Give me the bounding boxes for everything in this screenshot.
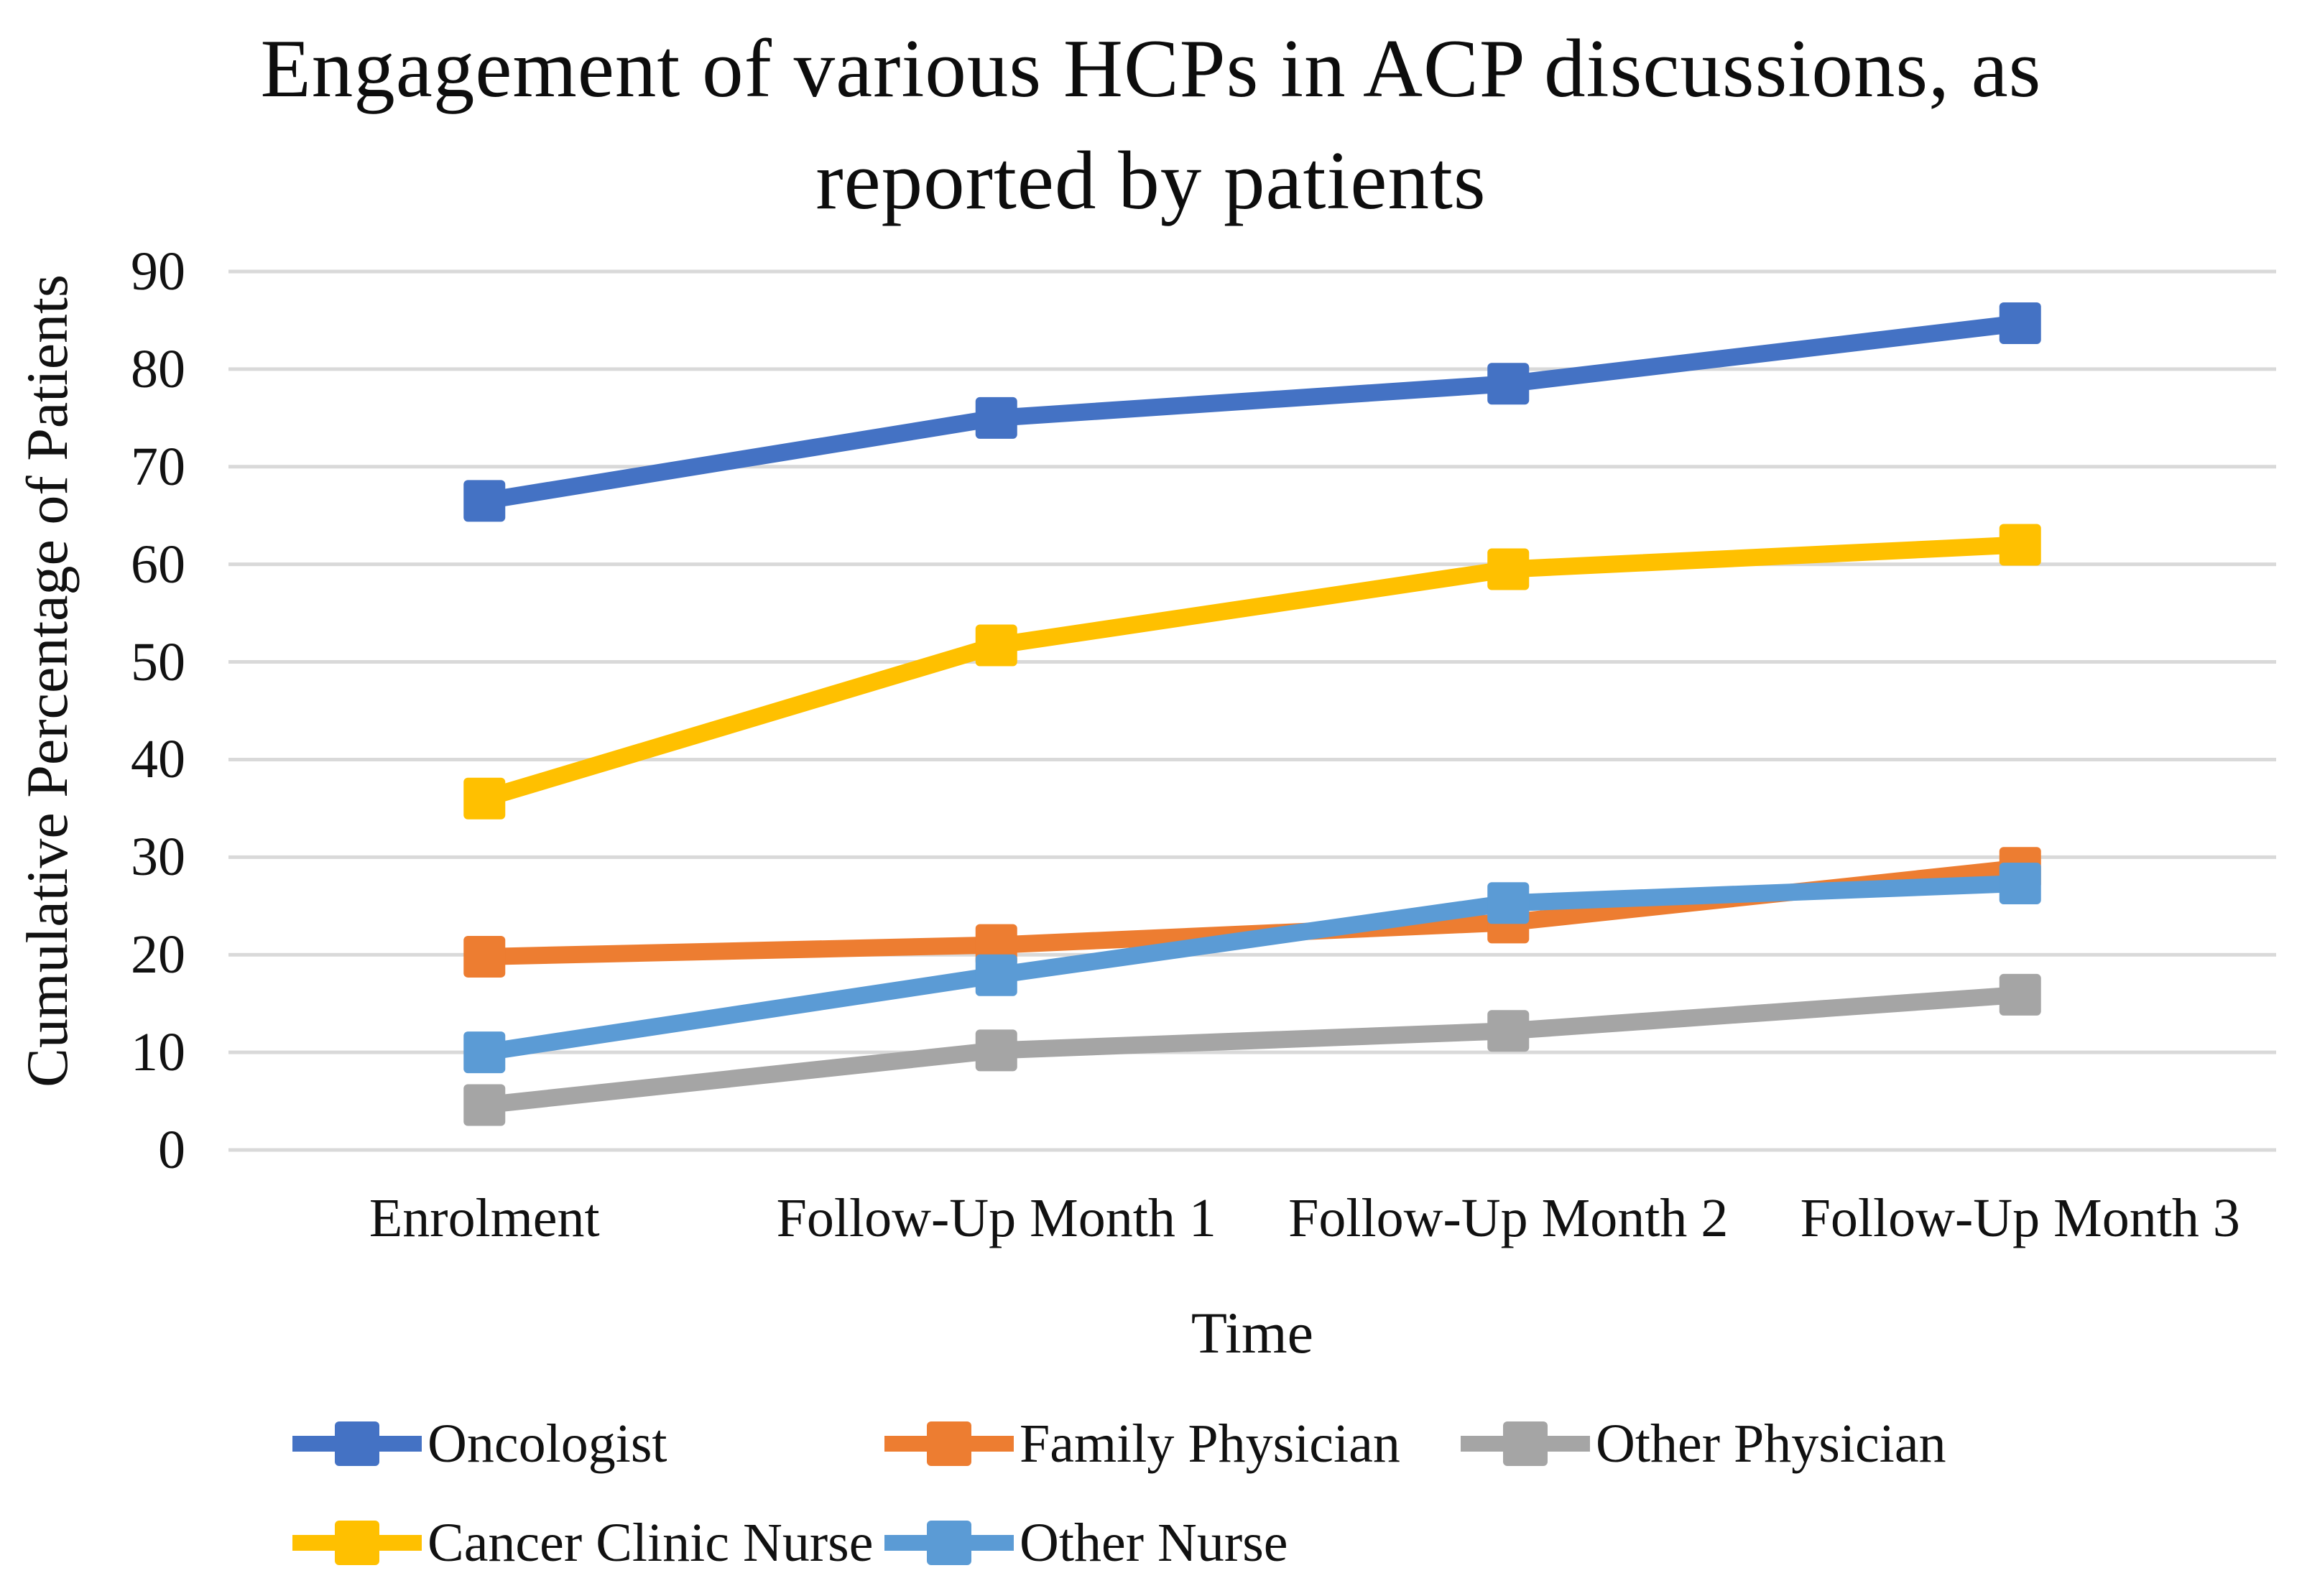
series-cancer-clinic-nurse — [463, 524, 2041, 820]
series-line — [476, 315, 2029, 510]
x-tick-label: Follow-Up Month 3 — [1800, 1188, 2240, 1248]
data-point-marker — [463, 1084, 506, 1126]
data-point-marker — [1999, 302, 2041, 345]
data-point-marker — [463, 480, 506, 522]
x-tick-label: Enrolment — [369, 1188, 600, 1248]
series-line — [476, 875, 2029, 1062]
series-other-physician — [463, 973, 2041, 1126]
y-tick-label: 70 — [131, 436, 185, 497]
x-tick-label: Follow-Up Month 1 — [776, 1188, 1216, 1248]
data-point-marker — [975, 954, 1017, 996]
data-point-marker — [975, 396, 1017, 439]
data-point-marker — [1999, 973, 2041, 1016]
series-oncologist — [463, 302, 2041, 522]
series-line — [476, 536, 2029, 807]
chart-title-line-1: Engagement of various HCPs in ACP discus… — [260, 23, 2042, 114]
data-point-marker — [975, 1029, 1017, 1072]
data-point-marker — [1487, 363, 1530, 405]
y-tick-label: 80 — [131, 338, 185, 399]
data-point-marker — [463, 1031, 506, 1074]
series-line — [476, 985, 2029, 1114]
series-family-physician — [463, 847, 2041, 978]
data-point-marker — [463, 777, 506, 820]
y-tick-label: 60 — [131, 534, 185, 595]
x-tick-label: Follow-Up Month 2 — [1288, 1188, 1729, 1248]
chart-title: Engagement of various HCPs in ACP discus… — [0, 13, 2302, 237]
y-axis-title: Cumulative Percentage of Patients — [14, 274, 80, 1087]
data-point-marker — [1999, 863, 2041, 905]
y-tick-label: 30 — [131, 827, 185, 888]
chart-title-line-2: reported by patients — [815, 135, 1487, 226]
data-point-marker — [1487, 548, 1530, 590]
data-point-marker — [975, 624, 1017, 667]
data-point-marker — [1999, 524, 2041, 566]
y-tick-label: 50 — [131, 631, 185, 692]
y-tick-label: 0 — [158, 1120, 185, 1180]
y-tick-label: 20 — [131, 924, 185, 985]
x-axis-title: Time — [1191, 1300, 1314, 1365]
y-tick-label: 90 — [131, 241, 185, 302]
data-point-marker — [463, 935, 506, 978]
y-tick-label: 40 — [131, 729, 185, 790]
y-tick-label: 10 — [131, 1022, 185, 1083]
data-point-marker — [1487, 1010, 1530, 1052]
series-other-nurse — [463, 863, 2041, 1074]
data-point-marker — [1487, 882, 1530, 924]
